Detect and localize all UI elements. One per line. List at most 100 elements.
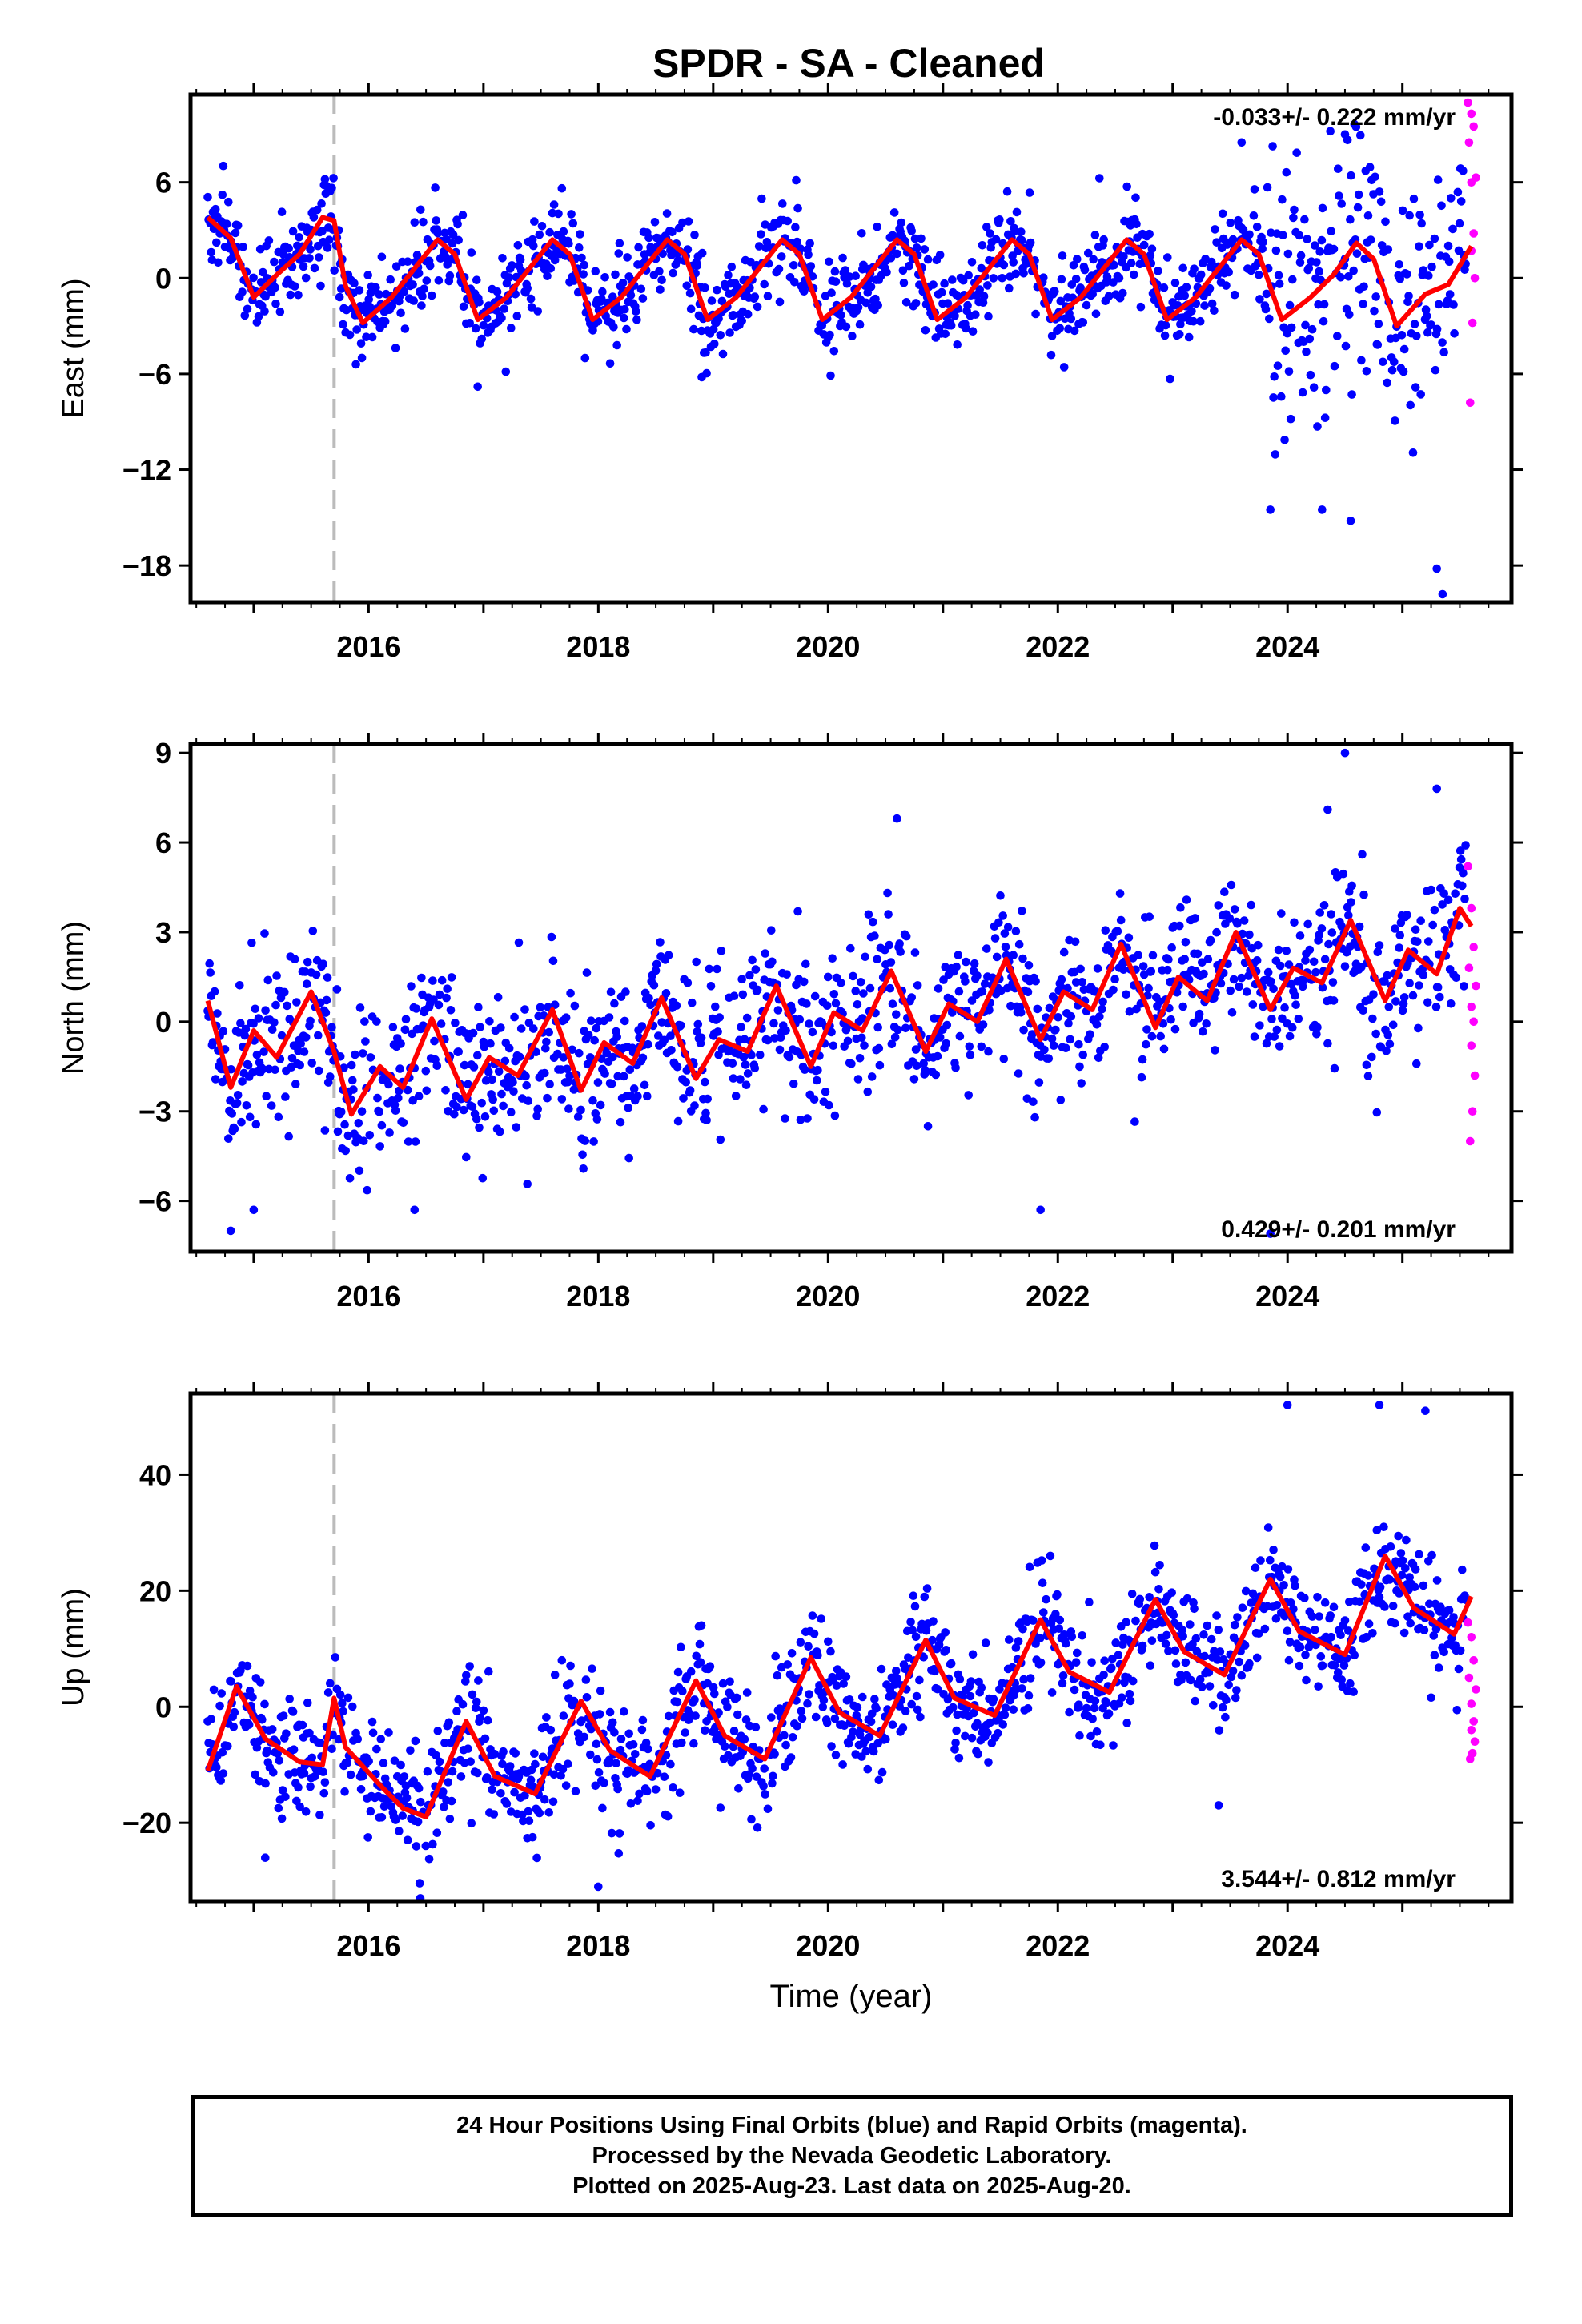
north-final-point (1359, 1006, 1367, 1015)
east-final-point (657, 275, 666, 285)
east-final-point (1277, 392, 1286, 401)
north-final-point (742, 1013, 752, 1023)
north-final-point (1288, 1023, 1297, 1032)
east-final-point (431, 183, 440, 192)
north-final-point (781, 1114, 789, 1123)
up-final-point (476, 1713, 484, 1723)
east-rapid-point (1467, 178, 1476, 187)
x-axis-label: Time (year) (770, 1979, 933, 2014)
up-final-point (379, 1759, 388, 1767)
north-final-point (399, 1118, 408, 1128)
north-final-point (728, 1059, 737, 1068)
up-final-point (1167, 1588, 1176, 1597)
north-final-point (994, 918, 1003, 927)
up-final-point (752, 1772, 761, 1781)
up-final-point (363, 1833, 373, 1842)
east-rapid-points (1464, 98, 1480, 408)
north-final-point (400, 1025, 410, 1035)
east-final-point (1448, 224, 1457, 234)
east-final-point (873, 300, 882, 310)
up-final-point (769, 1771, 777, 1781)
east-final-point (754, 242, 764, 251)
up-final-point (356, 1785, 366, 1794)
east-final-point (717, 296, 727, 306)
up-final-point (930, 1667, 939, 1676)
north-final-point (1412, 1059, 1421, 1068)
north-final-point (1034, 1078, 1044, 1087)
up-final-point (1070, 1685, 1079, 1695)
east-final-point (1443, 296, 1452, 305)
east-final-point (339, 320, 347, 329)
east-final-point (371, 283, 380, 292)
east-final-point (1357, 356, 1366, 365)
east-final-point (1090, 231, 1100, 239)
north-final-point (934, 984, 943, 993)
north-final-point (281, 1092, 290, 1101)
up-final-point (1186, 1620, 1195, 1629)
north-final-point (602, 1048, 611, 1058)
up-final-point (710, 1689, 719, 1699)
north-final-point (568, 1045, 576, 1055)
east-final-point (351, 360, 360, 369)
north-final-point (702, 1116, 711, 1124)
east-final-point (668, 227, 677, 237)
up-final-point (913, 1705, 922, 1715)
north-final-point (1147, 1031, 1157, 1041)
north-final-point (1340, 748, 1350, 758)
up-final-point (433, 1727, 443, 1735)
up-final-point (1009, 1705, 1018, 1714)
up-final-point (1245, 1659, 1254, 1668)
north-final-point (484, 1068, 493, 1076)
east-final-point (535, 230, 544, 239)
up-final-point (1029, 1616, 1038, 1625)
east-final-point (1088, 289, 1097, 299)
east-y-axis: 60−6−12−18 (122, 167, 1523, 582)
north-y-tick-label: −3 (139, 1096, 171, 1128)
north-final-point (1373, 947, 1383, 957)
north-rate-label: 0.429+/- 0.201 mm/yr (1221, 1216, 1456, 1243)
north-final-point (340, 1120, 349, 1129)
north-final-point (450, 1109, 459, 1119)
east-final-point (915, 280, 924, 290)
north-y-axis-label: North (mm) (57, 921, 90, 1075)
up-final-point (723, 1703, 732, 1711)
north-final-point (1024, 961, 1034, 970)
up-final-point (1162, 1630, 1171, 1640)
north-final-point (550, 1000, 560, 1009)
north-final-point (620, 1072, 628, 1081)
east-final-point (1287, 323, 1296, 332)
north-final-point (584, 1031, 593, 1039)
north-final-point (437, 975, 447, 985)
north-final-point (939, 975, 948, 984)
east-final-point (295, 233, 303, 242)
east-x-tick-label: 2016 (336, 630, 400, 663)
up-final-point (1398, 1556, 1407, 1566)
up-final-point (954, 1753, 964, 1763)
up-final-point (678, 1687, 687, 1696)
east-final-point (848, 332, 857, 340)
up-final-point (748, 1764, 757, 1773)
east-final-point (580, 353, 590, 363)
north-final-point (1399, 993, 1409, 1002)
up-final-point (244, 1720, 254, 1729)
east-final-point (791, 223, 800, 232)
north-final-point (1414, 1023, 1423, 1033)
north-final-point (249, 1019, 258, 1028)
up-final-point (1233, 1613, 1242, 1622)
north-final-point (1075, 1062, 1084, 1072)
up-final-point (489, 1810, 499, 1819)
north-final-point (280, 987, 289, 997)
up-rapid-point (1470, 1737, 1480, 1746)
north-final-point (1411, 925, 1420, 934)
up-final-point (1362, 1632, 1371, 1642)
east-final-point (1122, 182, 1131, 191)
up-final-point (461, 1677, 470, 1686)
north-final-point (637, 1022, 647, 1031)
up-final-point (1399, 1628, 1409, 1638)
east-final-point (380, 317, 390, 326)
north-final-point (1398, 1006, 1407, 1015)
up-final-point (1058, 1671, 1068, 1680)
east-final-point (317, 199, 326, 208)
up-final-point (1218, 1703, 1227, 1712)
east-final-point (1432, 324, 1442, 334)
